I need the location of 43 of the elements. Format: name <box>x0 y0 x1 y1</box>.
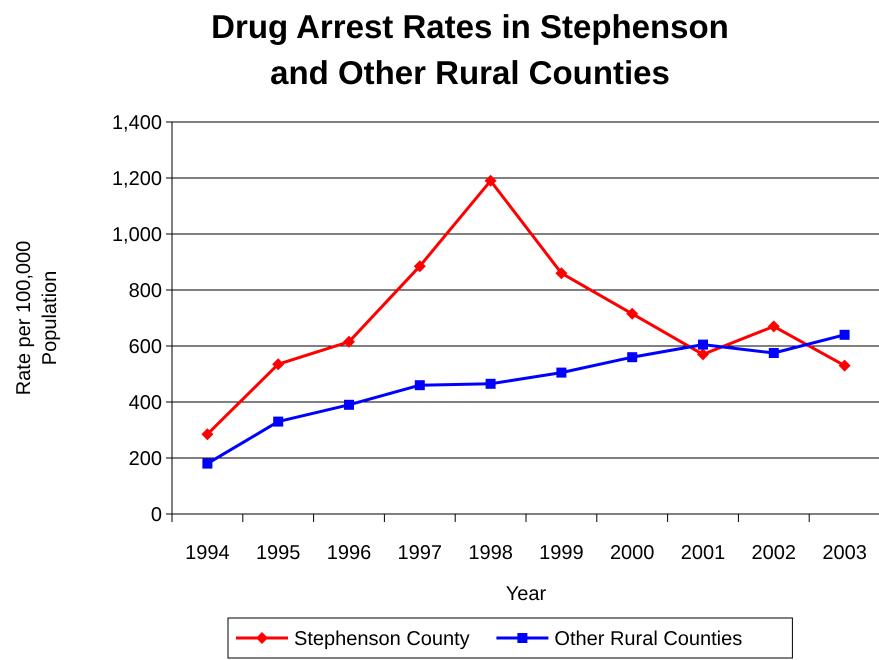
point <box>768 348 779 358</box>
y-tick-label: 800 <box>128 280 162 302</box>
point <box>840 330 850 340</box>
x-tick-label: 2001 <box>680 542 726 564</box>
legend-label: Other Rural Counties <box>554 628 742 650</box>
point <box>202 458 212 469</box>
point <box>272 358 284 370</box>
point <box>343 336 355 348</box>
point <box>344 400 354 410</box>
y-axis-title: Rate per 100,000 Population <box>13 240 61 396</box>
y-tick-label: 400 <box>128 392 162 414</box>
point <box>486 378 496 389</box>
y-tick-label: 1,000 <box>112 224 162 246</box>
point <box>626 308 638 320</box>
x-tick-label: 1999 <box>539 542 584 564</box>
x-tick-label: 1998 <box>468 542 513 564</box>
y-tick-label: 1,200 <box>112 168 162 190</box>
point <box>768 320 780 332</box>
point <box>697 348 709 360</box>
x-tick-label: 2000 <box>610 542 654 564</box>
x-tick-label: 2002 <box>752 542 796 564</box>
y-tick-label: 1,400 <box>112 112 162 134</box>
legend-label: Stephenson County <box>294 628 470 650</box>
point <box>201 428 214 440</box>
point <box>414 260 426 272</box>
point <box>414 380 425 390</box>
y-tick-label: 0 <box>150 504 162 526</box>
point <box>627 352 638 362</box>
x-tick-label: 1996 <box>326 542 372 564</box>
point <box>838 360 851 372</box>
x-axis-title: Year <box>506 583 547 605</box>
point <box>698 340 708 350</box>
point <box>273 416 284 427</box>
x-tick-label: 1997 <box>398 542 442 564</box>
chart-title: Drug Arrest Rates in Stephenson and Other Rural Counties <box>211 8 729 91</box>
y-tick-label: 600 <box>128 336 162 358</box>
point <box>556 368 566 378</box>
x-tick-label: 1995 <box>256 542 300 564</box>
point <box>555 267 568 280</box>
x-tick-label: 2003 <box>822 542 867 564</box>
point <box>484 174 497 187</box>
y-tick-label: 200 <box>128 448 162 470</box>
x-tick-label: 1994 <box>185 542 230 564</box>
